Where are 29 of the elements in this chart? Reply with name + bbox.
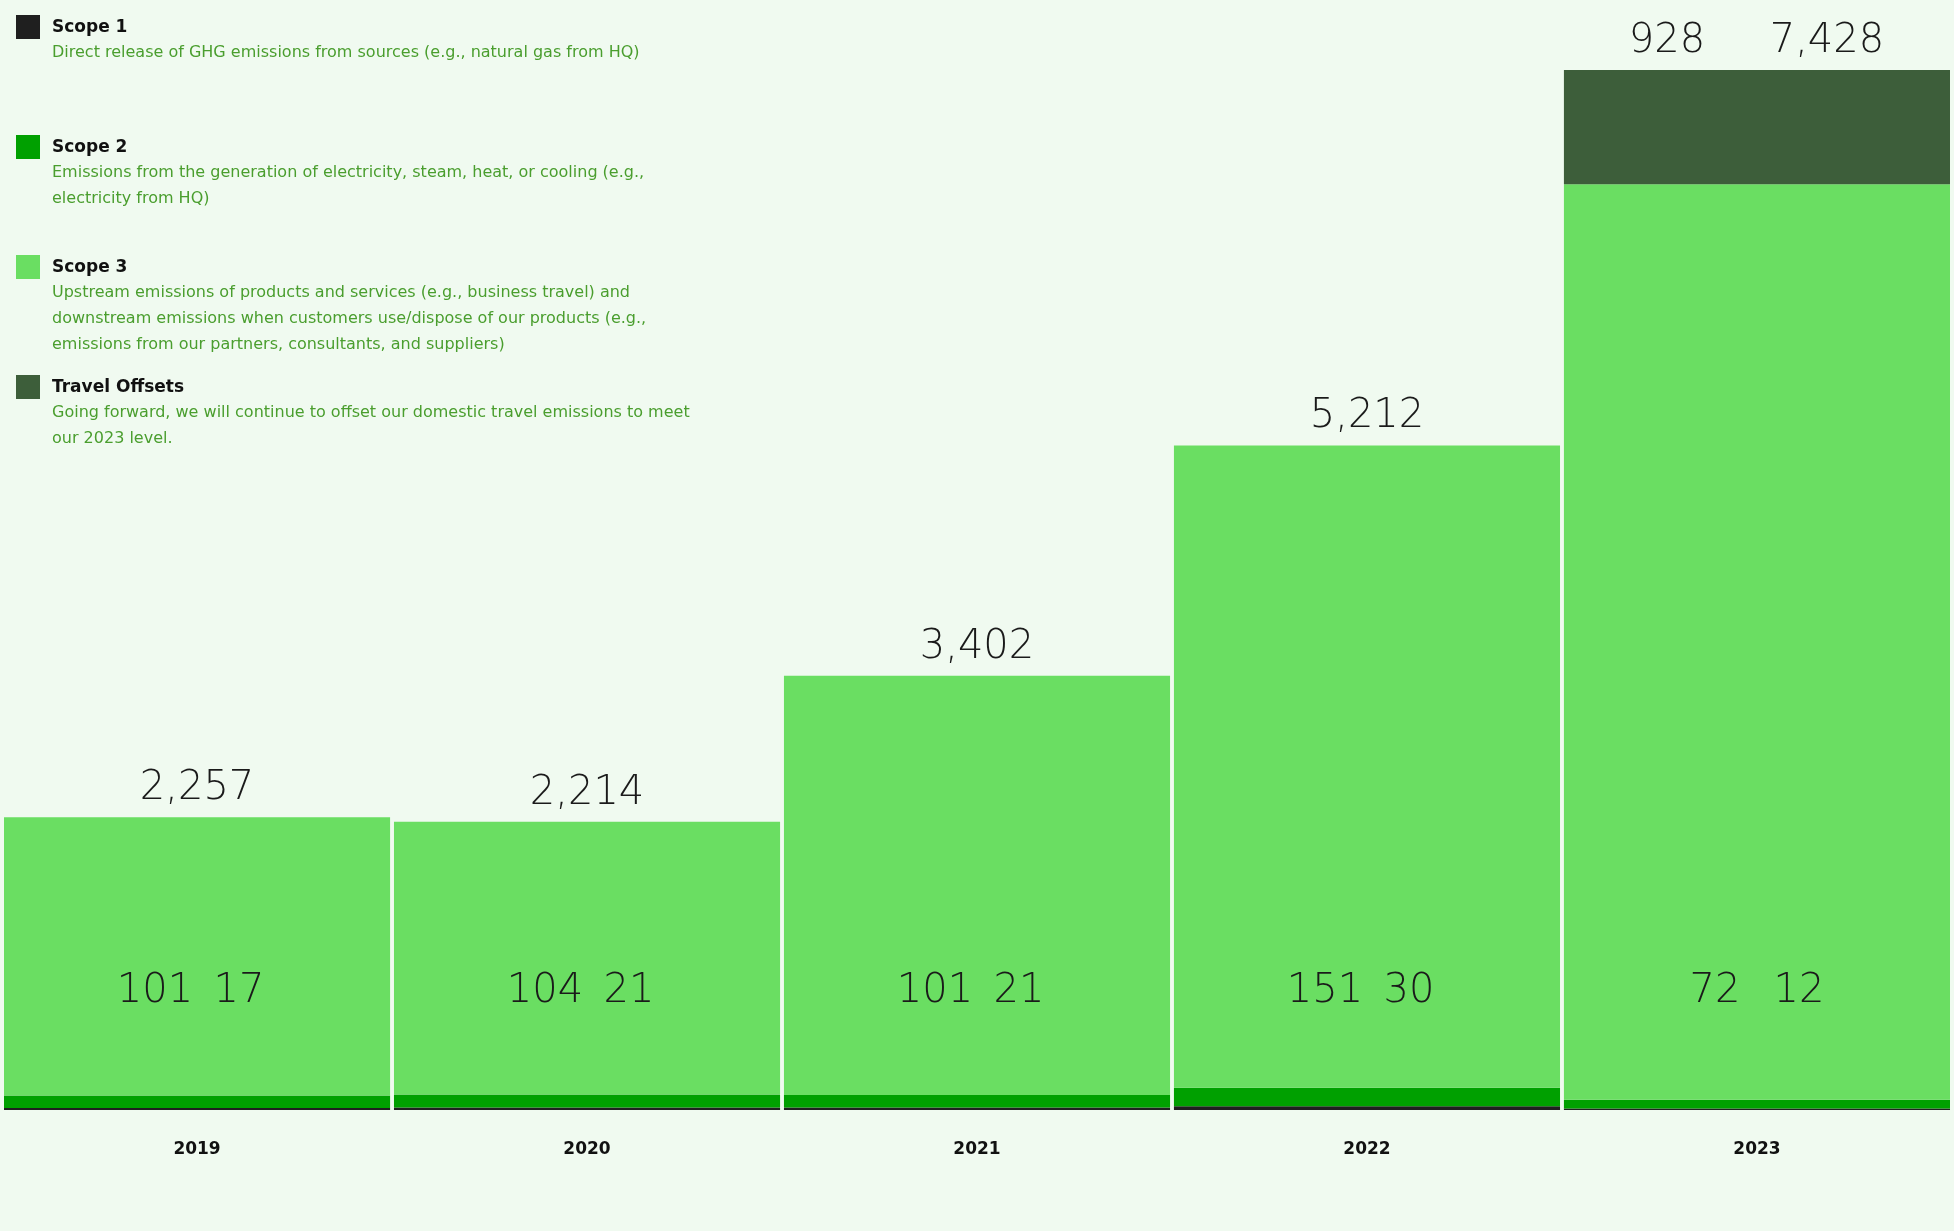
data-label: 2,214	[529, 766, 645, 813]
text: Direct release of GHG emissions from sources (e.g., natural gas from HQ)	[52, 41, 641, 63]
data-label: 21	[993, 965, 1045, 1011]
data-label: 151	[1286, 965, 1364, 1011]
x-tick-label: 2020	[563, 1137, 611, 1158]
annotation: Emissions from the generation of electricity, steam, heat, or cooling (e.g., electricity from HQ)	[52, 161, 646, 209]
legend-label: Scope 3	[52, 256, 128, 276]
legend-label: Travel Offsets	[52, 376, 185, 396]
data-label: 7,428	[1769, 15, 1885, 61]
x-tick-label: 2022	[1343, 1137, 1391, 1158]
data-label: 3,402	[919, 620, 1035, 667]
data-label: 928	[1628, 15, 1706, 61]
data-label: 104	[506, 965, 584, 1011]
data-label: 30	[1383, 965, 1435, 1011]
legend-label: Scope 1	[52, 16, 128, 36]
data-label: 2,257	[139, 762, 255, 809]
data-label: 12	[1773, 965, 1825, 1011]
data-label: 101	[896, 965, 974, 1011]
data-label: 17	[213, 965, 265, 1011]
x-tick-label: 2023	[1733, 1137, 1781, 1158]
data-label: 72	[1689, 965, 1741, 1011]
annotation: Going forward, we will continue to offset our domestic travel emissions to meet our 2023 level.	[52, 401, 691, 449]
annotation: Upstream emissions of products and services (e.g., business travel) and downstream emissions when customers use/dispose of our products (e.g., emissions from our partners, consultants, and suppliers)	[52, 281, 648, 355]
data-label: 21	[603, 965, 655, 1011]
data-label: 101	[116, 965, 194, 1011]
x-tick-label: 2021	[953, 1137, 1001, 1158]
data-label: 5,212	[1309, 390, 1425, 437]
x-tick-label: 2019	[173, 1137, 221, 1158]
legend-label: Scope 2	[52, 136, 128, 156]
